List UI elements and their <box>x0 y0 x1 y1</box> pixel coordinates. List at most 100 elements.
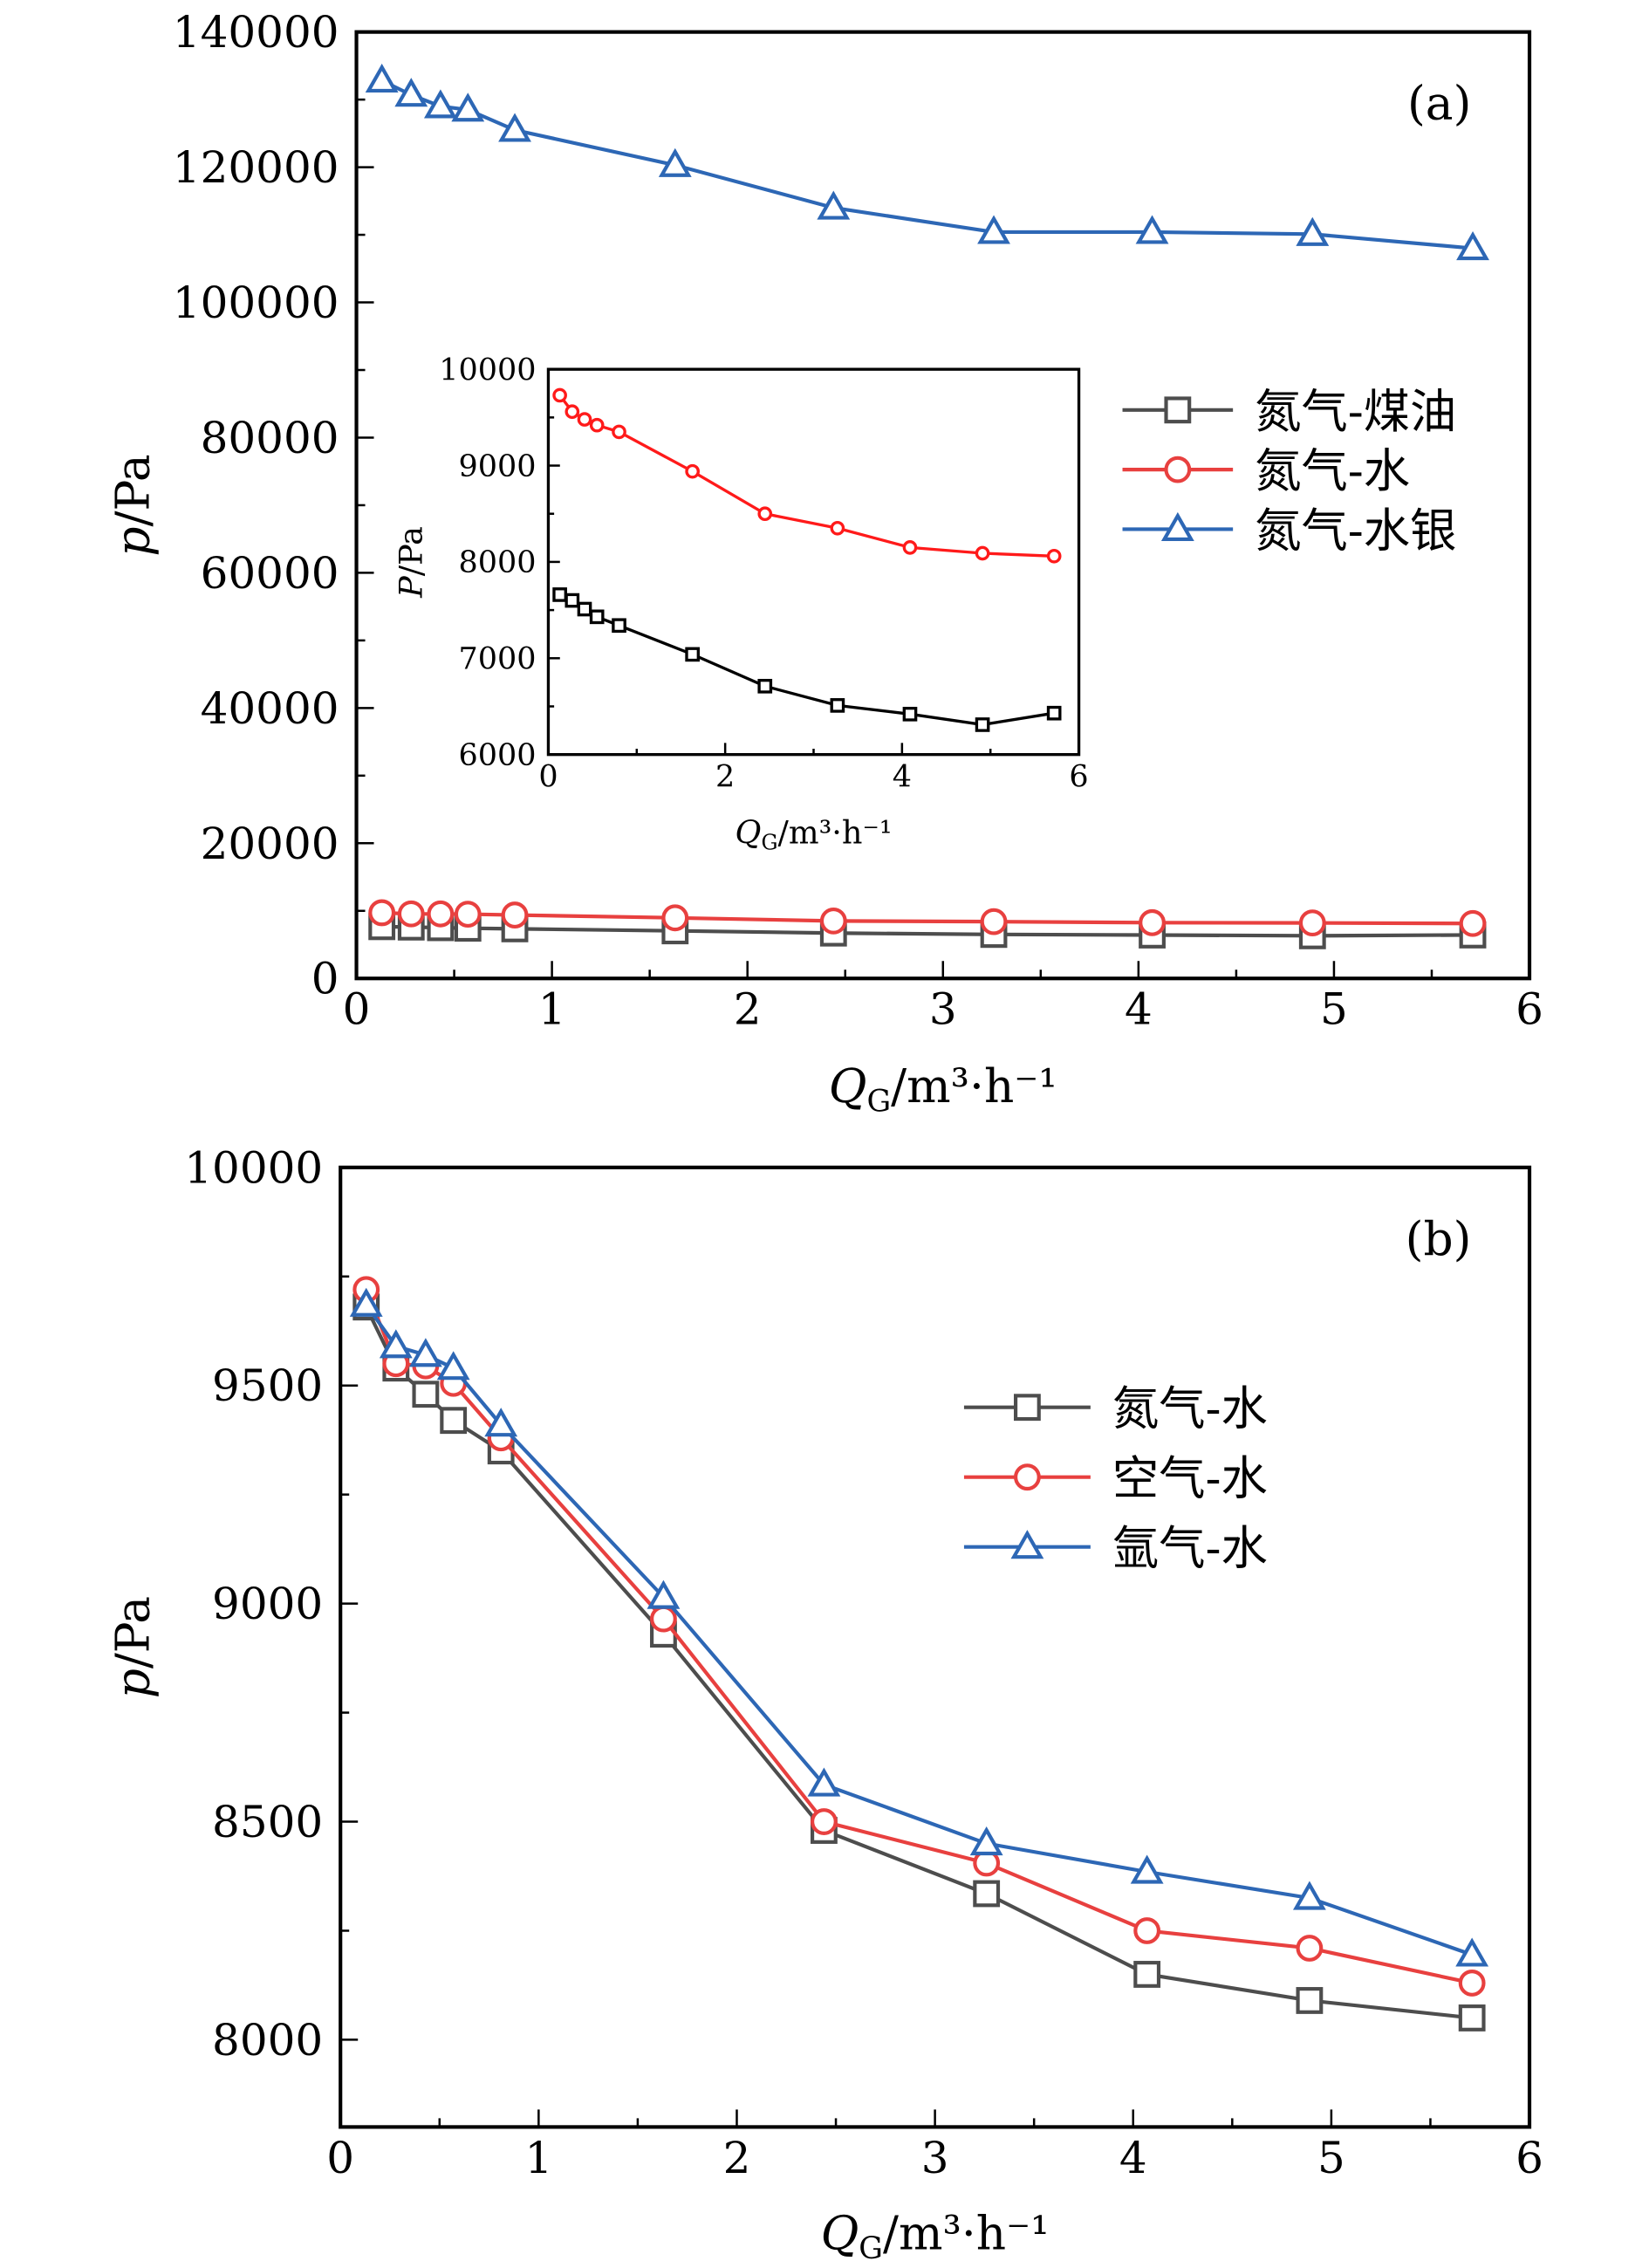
y-tick-label: 0 <box>311 954 339 1004</box>
inset-chart: 0 2 4 6 6000 7000 8000 9000 10000 QG/m³·h⁻¹ P/Pa <box>393 353 1089 854</box>
data-point <box>685 647 700 662</box>
data-point <box>454 901 482 928</box>
x-axis-label-sub: G <box>866 1085 891 1120</box>
data-point <box>408 1338 442 1367</box>
data-point <box>379 1329 413 1359</box>
data-point <box>1139 908 1166 936</box>
legend-marker <box>1013 1463 1041 1491</box>
x-axis-label-sub: G <box>859 2231 883 2266</box>
y-tick-label: 100000 <box>173 278 339 328</box>
series-0 <box>552 587 1062 732</box>
legend-marker <box>1010 1530 1044 1559</box>
data-point <box>552 587 567 602</box>
x-tick-label: 6 <box>1516 2133 1543 2183</box>
plot-frame <box>546 367 1081 757</box>
data-point <box>1292 1881 1326 1910</box>
panel-b: 0 1 2 3 4 5 6 8000 8500 9000 9500 10000 QG/m³·h⁻¹ p/P… <box>106 1142 1543 2266</box>
y-axis-label: P/Pa <box>393 526 430 599</box>
data-point <box>969 1826 1003 1856</box>
series-1 <box>368 899 1487 937</box>
y-tick-label: 120000 <box>173 142 339 193</box>
data-point <box>1459 909 1487 937</box>
y-axis-label: p/Pa <box>106 454 160 556</box>
y-axis-label-unit: /Pa <box>106 1596 160 1668</box>
y-axis-label-unit: /Pa <box>106 454 160 526</box>
y-tick-label: 8000 <box>458 545 536 580</box>
x-tick-label: 6 <box>1069 759 1088 794</box>
series-2 <box>349 1287 1489 1967</box>
panel-label: (b) <box>1406 1212 1472 1266</box>
legend-marker <box>1160 511 1194 542</box>
data-point <box>484 1408 518 1437</box>
legend-label: 氮气-水 <box>1255 444 1410 498</box>
y-tick-label: 40000 <box>201 683 339 734</box>
y-tick-label: 8500 <box>212 1797 323 1847</box>
legend-item: 氩气-水 <box>963 1522 1268 1576</box>
data-point <box>397 900 425 928</box>
x-axis-label-unit: /m³·h⁻¹ <box>778 813 893 851</box>
data-point <box>661 904 689 932</box>
legend-marker <box>1164 396 1192 424</box>
data-point <box>589 609 605 625</box>
data-point <box>394 78 428 107</box>
data-point <box>685 463 700 479</box>
y-axis-label-var: p <box>106 1668 160 1698</box>
series-1 <box>552 387 1062 564</box>
data-point <box>902 540 918 555</box>
legend-marker <box>1013 1394 1041 1422</box>
x-tick-label: 2 <box>715 759 735 794</box>
x-axis-label-var: Q <box>821 2206 859 2260</box>
data-point <box>440 1407 468 1435</box>
x-axis-label-sub: G <box>761 831 777 855</box>
data-point <box>1298 909 1326 937</box>
data-point <box>589 417 605 433</box>
data-point <box>1458 1970 1486 1997</box>
x-axis-label-unit: /m³·h⁻¹ <box>891 1059 1057 1113</box>
data-point <box>811 1808 838 1835</box>
legend-label: 氮气-水 <box>1112 1382 1268 1436</box>
y-tick-label: 140000 <box>173 7 339 58</box>
x-tick-label: 1 <box>524 2133 552 2183</box>
data-point <box>973 1880 1001 1908</box>
data-point <box>650 1605 677 1633</box>
x-tick-label: 0 <box>343 984 371 1035</box>
y-tick-label: 10000 <box>184 1142 323 1193</box>
data-point <box>1046 705 1062 721</box>
data-point <box>1133 1961 1161 1988</box>
x-tick-label: 3 <box>921 2133 949 2183</box>
series-2 <box>365 63 1489 261</box>
legend-label: 氮气-煤油 <box>1255 385 1456 439</box>
x-axis-label: QG/m³·h⁻¹ <box>821 2206 1050 2266</box>
y-axis-label-var: p <box>106 526 160 556</box>
x-axis-label: QG/m³·h⁻¹ <box>829 1059 1057 1120</box>
y-tick-label: 9500 <box>212 1360 323 1411</box>
x-tick-label: 3 <box>929 984 957 1035</box>
y-axis-label-var: P <box>393 575 430 599</box>
x-axis-label-unit: /m³·h⁻¹ <box>883 2206 1050 2260</box>
y-tick-label: 60000 <box>201 548 339 599</box>
series-1 <box>352 1276 1486 1997</box>
data-point <box>902 706 918 722</box>
data-point <box>552 387 567 403</box>
data-point <box>577 601 592 617</box>
x-tick-label: 4 <box>893 759 912 794</box>
panel-label: (a) <box>1407 77 1471 131</box>
data-point <box>817 190 851 220</box>
plot-frame <box>339 1165 1532 2129</box>
data-point <box>612 424 626 440</box>
y-tick-label: 8000 <box>212 2015 323 2066</box>
data-point <box>412 1381 440 1408</box>
data-point <box>1133 1917 1161 1944</box>
data-point <box>564 404 580 420</box>
data-point <box>830 698 845 713</box>
data-point <box>1296 216 1330 246</box>
legend-label: 氩气-水 <box>1112 1522 1268 1576</box>
data-point <box>1458 2004 1486 2032</box>
data-point <box>975 545 990 561</box>
legend-label: 氮气-水银 <box>1255 504 1456 558</box>
y-tick-label: 9000 <box>458 449 536 484</box>
data-point <box>498 113 531 142</box>
legend-item: 氮气-水 <box>1122 444 1410 498</box>
data-point <box>807 1767 841 1797</box>
